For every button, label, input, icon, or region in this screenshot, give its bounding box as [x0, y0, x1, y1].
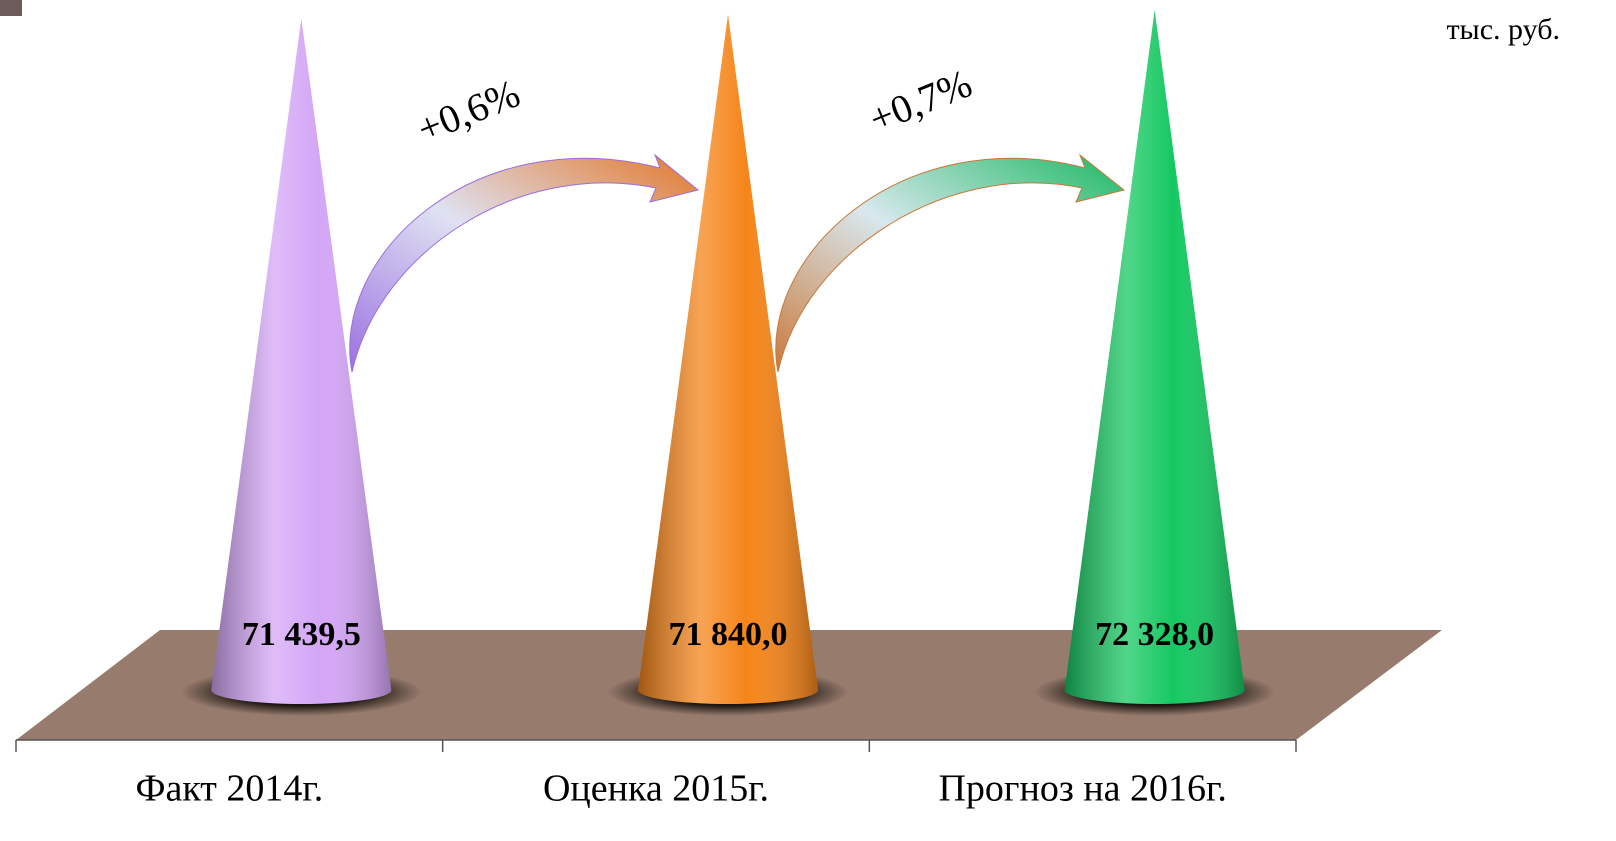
- cone-shade: [211, 18, 392, 705]
- growth-arrow: [349, 153, 700, 373]
- value-label: 72 328,0: [1095, 616, 1214, 653]
- cone-shade: [1064, 10, 1245, 705]
- x-tick-label: Факт 2014г.: [135, 768, 323, 810]
- value-label: 71 439,5: [242, 616, 361, 653]
- cone-shade: [638, 14, 818, 704]
- growth-arrow: [775, 153, 1126, 373]
- value-label: 71 840,0: [669, 616, 788, 653]
- growth-label: +0,6%: [411, 70, 526, 151]
- x-tick-label: Оценка 2015г.: [543, 768, 769, 810]
- corner-icon: [0, 0, 22, 16]
- unit-label: тыс. руб.: [1446, 13, 1560, 46]
- x-tick-label: Прогноз на 2016г.: [938, 768, 1226, 810]
- growth-label: +0,7%: [863, 60, 978, 141]
